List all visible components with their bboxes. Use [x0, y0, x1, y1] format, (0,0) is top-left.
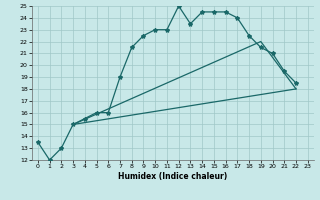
X-axis label: Humidex (Indice chaleur): Humidex (Indice chaleur) — [118, 172, 228, 181]
